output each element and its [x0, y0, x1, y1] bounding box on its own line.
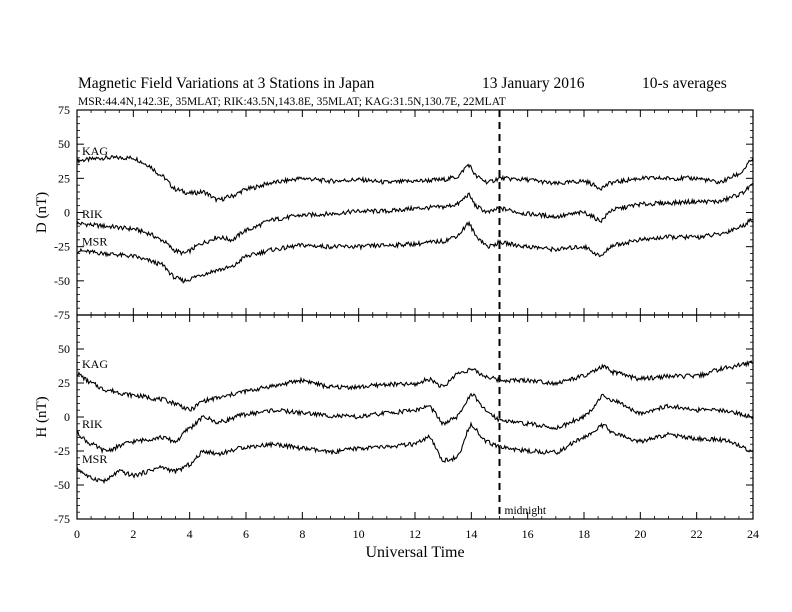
y-tick-label: 50	[58, 342, 70, 356]
series-line-msr	[76, 421, 754, 485]
chart-title: Magnetic Field Variations at 3 Stations …	[78, 75, 375, 92]
x-tick-label: 18	[578, 527, 590, 541]
series-label-msr: MSR	[82, 234, 107, 248]
series-line-rik	[76, 392, 754, 455]
series-label-kag: KAG	[82, 144, 108, 158]
series-label-msr: MSR	[82, 452, 107, 466]
y-tick-label: -50	[54, 478, 70, 492]
x-tick-label: 6	[243, 527, 249, 541]
series-line-msr	[76, 217, 754, 284]
panel-frame	[76, 109, 754, 316]
y-axis-title: H (nT)	[34, 396, 50, 437]
x-tick-label: 4	[187, 527, 193, 541]
series-label-kag: KAG	[82, 357, 108, 371]
x-tick-label: 14	[465, 527, 477, 541]
y-tick-label: -25	[54, 240, 70, 254]
x-tick-label: 12	[409, 527, 421, 541]
chart-averaging: 10-s averages	[642, 75, 727, 92]
x-tick-label: 22	[691, 527, 703, 541]
station-info: MSR:44.4N,142.3E, 35MLAT; RIK:43.5N,143.…	[78, 96, 506, 108]
y-tick-label: -75	[54, 308, 70, 322]
y-tick-label: -50	[54, 274, 70, 288]
series-line-kag	[76, 154, 754, 204]
y-tick-label: 75	[58, 103, 70, 117]
plot-area: -75 -50 -25 0 25 50 75 D (nT) KAG RIK MSR -75 -50 -25…	[34, 103, 759, 541]
series-line-rik	[76, 182, 754, 257]
y-tick-label: -25	[54, 444, 70, 458]
y-tick-label: 0	[64, 206, 70, 220]
x-tick-label: 2	[130, 527, 136, 541]
y-tick-label: 0	[64, 410, 70, 424]
series-label-rik: RIK	[82, 207, 103, 221]
series-label-rik: RIK	[82, 417, 103, 431]
y-tick-label: 50	[58, 137, 70, 151]
x-tick-label: 20	[634, 527, 646, 541]
x-tick-label: 10	[353, 527, 365, 541]
x-tick-label: 16	[522, 527, 534, 541]
y-tick-label: 25	[58, 171, 70, 185]
panel-frame	[76, 314, 754, 520]
midnight-label: midnight	[505, 505, 547, 517]
chart-date: 13 January 2016	[482, 75, 585, 92]
x-tick-label: 24	[747, 527, 759, 541]
x-tick-label: 8	[299, 527, 305, 541]
y-axis-title: D (nT)	[34, 192, 50, 233]
y-tick-label: 25	[58, 376, 70, 390]
y-tick-label: -75	[54, 512, 70, 526]
series-line-kag	[76, 359, 754, 412]
x-tick-label: 0	[74, 527, 80, 541]
x-axis-title: Universal Time	[365, 544, 464, 561]
